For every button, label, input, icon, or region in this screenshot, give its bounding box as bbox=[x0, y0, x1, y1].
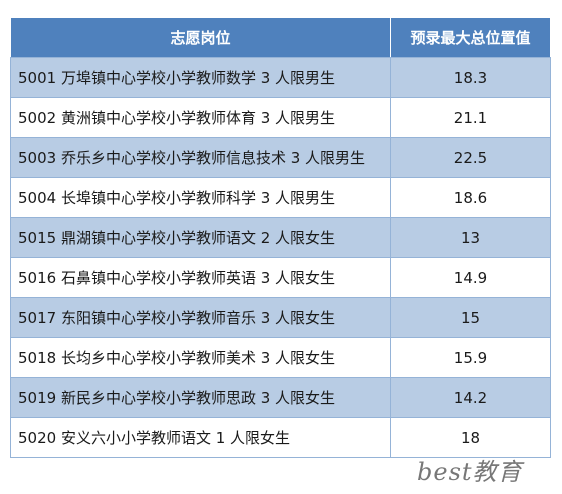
position-table-container: 志愿岗位 预录最大总位置值 5001 万埠镇中心学校小学教师数学 3 人限男生 … bbox=[10, 17, 551, 458]
row-value: 14.9 bbox=[390, 257, 551, 298]
row-position: 5002 黄洲镇中心学校小学教师体育 3 人限男生 bbox=[10, 97, 391, 138]
row-position: 5001 万埠镇中心学校小学教师数学 3 人限男生 bbox=[10, 57, 391, 98]
row-position: 5003 乔乐乡中心学校小学教师信息技术 3 人限男生 bbox=[10, 137, 391, 178]
table-row: 5020 安义六小小学教师语文 1 人限女生 18 bbox=[10, 417, 551, 458]
row-position: 5015 鼎湖镇中心学校小学教师语文 2 人限女生 bbox=[10, 217, 391, 258]
row-value: 15 bbox=[390, 297, 551, 338]
table-row: 5018 长均乡中心学校小学教师美术 3 人限女生 15.9 bbox=[10, 337, 551, 378]
table-row: 5003 乔乐乡中心学校小学教师信息技术 3 人限男生 22.5 bbox=[10, 137, 551, 178]
table-row: 5017 东阳镇中心学校小学教师音乐 3 人限女生 15 bbox=[10, 297, 551, 338]
row-position: 5017 东阳镇中心学校小学教师音乐 3 人限女生 bbox=[10, 297, 391, 338]
header-position: 志愿岗位 bbox=[10, 17, 391, 58]
table-row: 5015 鼎湖镇中心学校小学教师语文 2 人限女生 13 bbox=[10, 217, 551, 258]
row-value: 18.3 bbox=[390, 57, 551, 98]
row-position: 5004 长埠镇中心学校小学教师科学 3 人限男生 bbox=[10, 177, 391, 218]
row-value: 18.6 bbox=[390, 177, 551, 218]
table-row: 5019 新民乡中心学校小学教师思政 3 人限女生 14.2 bbox=[10, 377, 551, 418]
table-row: 5016 石鼻镇中心学校小学教师英语 3 人限女生 14.9 bbox=[10, 257, 551, 298]
row-position: 5018 长均乡中心学校小学教师美术 3 人限女生 bbox=[10, 337, 391, 378]
row-value: 14.2 bbox=[390, 377, 551, 418]
row-position: 5016 石鼻镇中心学校小学教师英语 3 人限女生 bbox=[10, 257, 391, 298]
position-table: 志愿岗位 预录最大总位置值 5001 万埠镇中心学校小学教师数学 3 人限男生 … bbox=[10, 17, 551, 458]
row-value: 21.1 bbox=[390, 97, 551, 138]
header-max-rank: 预录最大总位置值 bbox=[390, 17, 551, 58]
row-value: 15.9 bbox=[390, 337, 551, 378]
row-position: 5019 新民乡中心学校小学教师思政 3 人限女生 bbox=[10, 377, 391, 418]
row-position: 5020 安义六小小学教师语文 1 人限女生 bbox=[10, 417, 391, 458]
row-value: 22.5 bbox=[390, 137, 551, 178]
table-row: 5004 长埠镇中心学校小学教师科学 3 人限男生 18.6 bbox=[10, 177, 551, 218]
table-row: 5001 万埠镇中心学校小学教师数学 3 人限男生 18.3 bbox=[10, 57, 551, 98]
watermark: best教育 bbox=[417, 458, 523, 486]
row-value: 13 bbox=[390, 217, 551, 258]
table-header-row: 志愿岗位 预录最大总位置值 bbox=[10, 17, 551, 58]
table-row: 5002 黄洲镇中心学校小学教师体育 3 人限男生 21.1 bbox=[10, 97, 551, 138]
row-value: 18 bbox=[390, 417, 551, 458]
